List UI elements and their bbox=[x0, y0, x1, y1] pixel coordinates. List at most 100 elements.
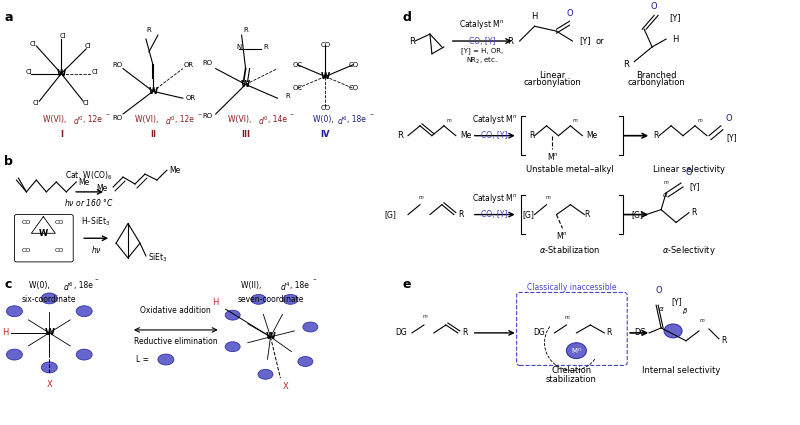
Text: [G]: [G] bbox=[522, 210, 534, 219]
Text: W: W bbox=[266, 332, 275, 341]
Text: IV: IV bbox=[321, 130, 330, 139]
Text: carbonylation: carbonylation bbox=[524, 79, 582, 88]
Text: RO: RO bbox=[202, 113, 213, 119]
Text: Cat. W(CO)$_6$: Cat. W(CO)$_6$ bbox=[66, 170, 113, 182]
FancyBboxPatch shape bbox=[14, 215, 74, 262]
Text: $^{-}$: $^{-}$ bbox=[290, 112, 295, 118]
Text: $_m$: $_m$ bbox=[697, 118, 703, 125]
Ellipse shape bbox=[251, 295, 266, 304]
Text: CO: CO bbox=[54, 248, 64, 253]
Text: W: W bbox=[241, 80, 250, 89]
Text: $^{-}$: $^{-}$ bbox=[94, 278, 99, 283]
Text: , 12e: , 12e bbox=[83, 115, 102, 124]
Text: , 18e: , 18e bbox=[74, 280, 93, 289]
Text: CO: CO bbox=[348, 85, 358, 91]
Text: $_m$: $_m$ bbox=[573, 118, 579, 125]
Ellipse shape bbox=[258, 369, 273, 379]
Text: R: R bbox=[458, 210, 463, 219]
Text: DG: DG bbox=[634, 329, 646, 337]
Text: W(VI),: W(VI), bbox=[43, 115, 69, 124]
Text: carbonylation: carbonylation bbox=[627, 79, 685, 88]
Text: SiEt$_3$: SiEt$_3$ bbox=[148, 252, 168, 264]
Text: $h\nu$ or 160 °C: $h\nu$ or 160 °C bbox=[64, 197, 114, 208]
Ellipse shape bbox=[225, 310, 240, 320]
Ellipse shape bbox=[225, 342, 240, 351]
Text: W: W bbox=[44, 329, 54, 337]
Text: W: W bbox=[321, 72, 330, 81]
Text: Internal selectivity: Internal selectivity bbox=[642, 366, 720, 375]
Text: DG: DG bbox=[395, 329, 407, 337]
Text: W(II),: W(II), bbox=[241, 280, 263, 289]
Text: Cl: Cl bbox=[33, 100, 40, 106]
Text: R: R bbox=[606, 329, 612, 337]
Text: Cl: Cl bbox=[92, 68, 98, 75]
Text: OC: OC bbox=[292, 62, 302, 68]
Text: O: O bbox=[726, 114, 732, 123]
Text: H: H bbox=[531, 12, 538, 21]
Text: R: R bbox=[623, 60, 630, 69]
Text: RO: RO bbox=[202, 60, 213, 66]
Text: Me: Me bbox=[78, 178, 90, 187]
Text: Chelation: Chelation bbox=[551, 366, 591, 375]
Text: CO: CO bbox=[54, 221, 64, 225]
Text: b: b bbox=[5, 156, 14, 168]
FancyBboxPatch shape bbox=[517, 292, 627, 366]
Text: M$^n$: M$^n$ bbox=[571, 346, 582, 356]
Text: DG: DG bbox=[533, 329, 545, 337]
Text: $d^{0}$: $d^{0}$ bbox=[258, 115, 268, 128]
Text: Me: Me bbox=[586, 131, 598, 140]
Text: Cl: Cl bbox=[60, 33, 66, 39]
Text: $_m$: $_m$ bbox=[446, 118, 452, 125]
Text: , 12e: , 12e bbox=[175, 115, 194, 124]
Text: OR: OR bbox=[184, 62, 194, 68]
Text: W: W bbox=[57, 69, 66, 78]
Ellipse shape bbox=[6, 306, 22, 317]
Text: [G]: [G] bbox=[384, 210, 396, 219]
Text: Reductive elimination: Reductive elimination bbox=[134, 337, 218, 346]
Text: stabilization: stabilization bbox=[546, 375, 597, 384]
Ellipse shape bbox=[158, 354, 174, 365]
Text: $^{-}$: $^{-}$ bbox=[197, 112, 202, 118]
Text: R: R bbox=[243, 27, 248, 33]
Text: Linear: Linear bbox=[539, 71, 566, 79]
Text: CO, [Y]: CO, [Y] bbox=[482, 210, 508, 219]
Ellipse shape bbox=[42, 293, 58, 304]
Text: W: W bbox=[38, 229, 48, 238]
Text: I: I bbox=[60, 130, 62, 139]
Text: R: R bbox=[529, 131, 534, 140]
Text: a: a bbox=[5, 11, 13, 25]
Text: R: R bbox=[691, 208, 696, 217]
Text: M$^n$: M$^n$ bbox=[546, 151, 558, 162]
Text: Catalyst M$^n$: Catalyst M$^n$ bbox=[472, 113, 518, 126]
Text: H: H bbox=[672, 34, 678, 43]
Text: W(VI),: W(VI), bbox=[135, 115, 161, 124]
Text: Oxidative addition: Oxidative addition bbox=[141, 306, 211, 315]
Text: , 14e: , 14e bbox=[267, 115, 286, 124]
Text: CO: CO bbox=[22, 248, 31, 253]
Text: [Y]: [Y] bbox=[579, 37, 591, 45]
Text: O: O bbox=[566, 9, 573, 18]
Text: $h\nu$: $h\nu$ bbox=[90, 244, 102, 255]
Text: X: X bbox=[46, 380, 52, 389]
Text: Catalyst M$^n$: Catalyst M$^n$ bbox=[472, 192, 518, 205]
Text: $\alpha$-Selectivity: $\alpha$-Selectivity bbox=[662, 244, 716, 257]
Text: Me: Me bbox=[169, 166, 180, 175]
Text: II: II bbox=[150, 130, 156, 139]
Text: CO, [Y]: CO, [Y] bbox=[469, 37, 495, 45]
Text: $_m$: $_m$ bbox=[663, 179, 670, 187]
Text: R: R bbox=[654, 131, 659, 140]
Ellipse shape bbox=[283, 295, 298, 304]
Text: $_m$: $_m$ bbox=[545, 195, 551, 202]
Text: $_m$: $_m$ bbox=[422, 314, 429, 321]
Text: $^{-}$: $^{-}$ bbox=[312, 278, 318, 283]
Text: Classically inaccessible: Classically inaccessible bbox=[526, 283, 616, 292]
Text: R: R bbox=[263, 44, 268, 50]
Text: Me: Me bbox=[96, 184, 107, 193]
Text: OR: OR bbox=[186, 95, 196, 101]
Text: OC: OC bbox=[292, 85, 302, 91]
Text: L =: L = bbox=[136, 355, 149, 364]
Text: c: c bbox=[5, 278, 12, 291]
Text: Branched: Branched bbox=[636, 71, 676, 79]
Text: CO: CO bbox=[320, 42, 330, 48]
Text: Unstable metal–alkyl: Unstable metal–alkyl bbox=[526, 165, 614, 174]
